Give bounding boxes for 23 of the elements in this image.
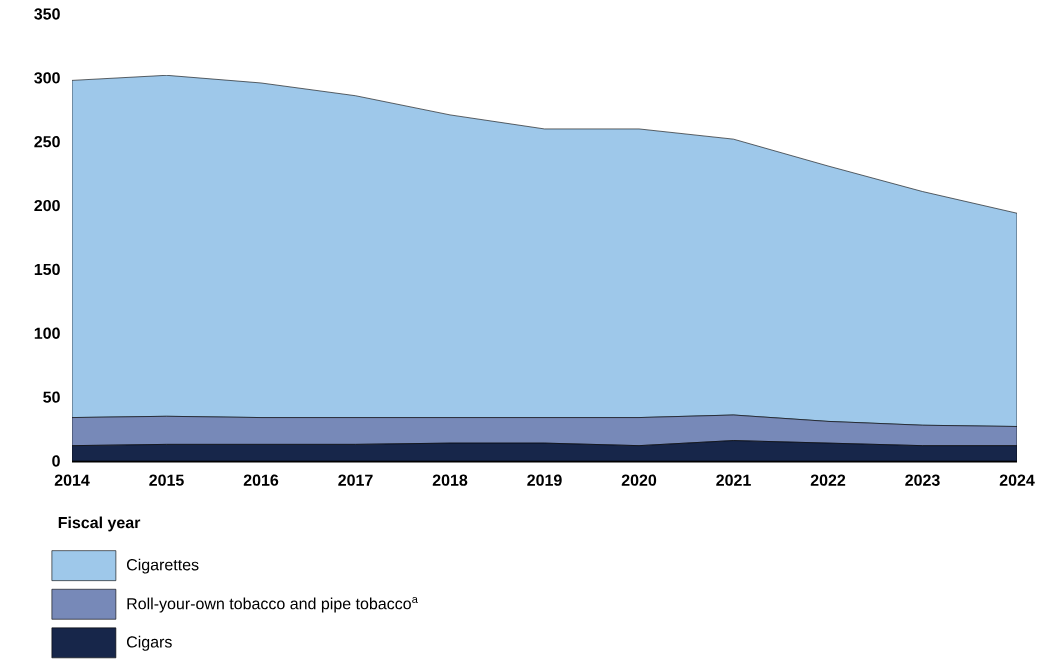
x-tick-label: 2019 — [527, 474, 562, 486]
x-tick-label: 2017 — [338, 474, 373, 486]
legend-label: Cigars — [126, 635, 172, 651]
y-tick-label: 0 — [52, 455, 60, 467]
legend-label: Cigarettes — [126, 558, 199, 574]
x-tick-label: 2016 — [243, 474, 279, 486]
y-tick-label: 250 — [34, 135, 60, 148]
x-tick-label: 2023 — [905, 474, 940, 486]
legend-label: Roll-your-own tobacco and pipe tobacco$^{a}$ — [127, 596, 418, 613]
y-tick-label: 50 — [43, 391, 60, 403]
y-tick-label: 200 — [34, 199, 60, 212]
x-tick-label: 2020 — [621, 474, 657, 486]
y-tick-label: 350 — [34, 8, 60, 20]
x-tick-label: 2015 — [149, 474, 184, 486]
x-tick-label: 2021 — [716, 474, 751, 486]
y-tick-label: 100 — [34, 327, 60, 339]
x-axis-title: Fiscal year — [58, 516, 141, 532]
x-tick-label: 2014 — [54, 474, 90, 486]
x-tick-label: 2022 — [810, 474, 846, 486]
y-tick-label: 150 — [34, 263, 60, 276]
x-tick-label: 2024 — [999, 474, 1035, 486]
x-tick-label: 2018 — [432, 474, 468, 486]
y-tick-label: 300 — [34, 72, 60, 84]
